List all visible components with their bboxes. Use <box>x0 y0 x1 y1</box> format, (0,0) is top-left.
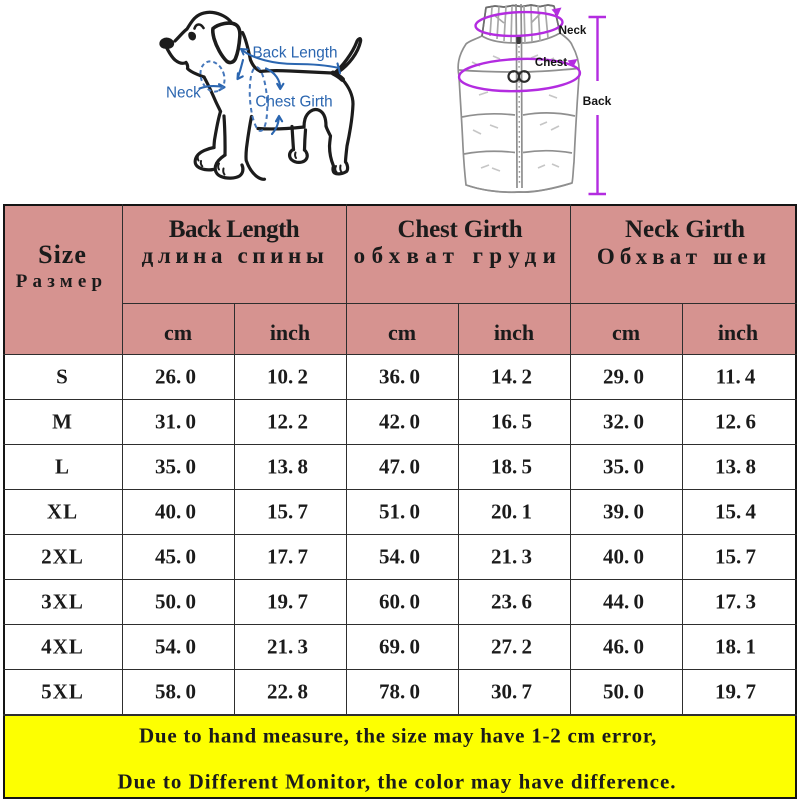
svg-text:Neck: Neck <box>559 24 587 37</box>
svg-text:Neck: Neck <box>166 84 201 101</box>
svg-text:Back: Back <box>583 94 612 108</box>
svg-text:Back Length: Back Length <box>252 45 337 62</box>
svg-text:Chest Girth: Chest Girth <box>255 93 332 110</box>
svg-text:Chest: Chest <box>535 56 567 69</box>
